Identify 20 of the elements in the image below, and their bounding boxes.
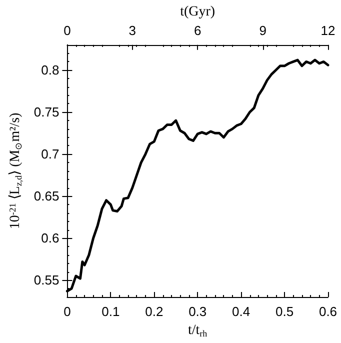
x2-tick-label: 3: [128, 22, 136, 38]
x2-tick-label: 0: [64, 22, 71, 38]
x2-axis-title: t(Gyr): [180, 4, 216, 20]
x-tick-label: 0: [64, 304, 71, 319]
y-tick-label: 0.7: [41, 146, 60, 162]
y-axis-title: 10-21 ⟨Lz,d⟩ (M⊙m²/s): [8, 112, 24, 230]
x-tick-label: 0.5: [275, 304, 294, 319]
x-tick-label: 0.4: [232, 304, 250, 319]
y-tick-label: 0.65: [34, 188, 60, 204]
x2-tick-label: 12: [320, 22, 336, 38]
x-tick-label: 0.3: [188, 304, 207, 319]
y-tick-label: 0.55: [34, 272, 60, 288]
y-tick-label: 0.8: [41, 62, 60, 78]
x-tick-label: 0.2: [145, 304, 164, 319]
x2-tick-label: 9: [259, 22, 266, 38]
y-tick-label: 0.6: [41, 230, 60, 246]
x-tick-label: 0.6: [318, 304, 338, 319]
x-tick-label: 0.1: [102, 304, 120, 319]
y-tick-label: 0.75: [34, 104, 60, 120]
x2-tick-label: 6: [194, 22, 202, 38]
